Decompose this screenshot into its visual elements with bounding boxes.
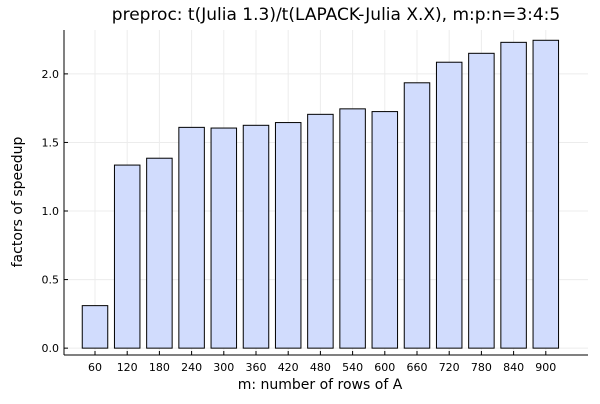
y-tick-label: 0.5 — [42, 274, 60, 287]
bar-120 — [113, 164, 141, 349]
x-tick-label: 660 — [407, 361, 428, 374]
x-tick-label: 780 — [471, 361, 492, 374]
y-tick-label: 1.5 — [42, 136, 60, 149]
bar-300 — [210, 127, 238, 349]
x-tick-label: 180 — [149, 361, 170, 374]
bar-540 — [339, 108, 366, 349]
bar-480 — [307, 113, 334, 349]
bar-660 — [403, 82, 431, 349]
x-tick-label: 300 — [213, 361, 234, 374]
x-tick-label: 120 — [117, 361, 138, 374]
x-tick-label: 420 — [278, 361, 299, 374]
x-axis-label: m: number of rows of A — [238, 377, 403, 393]
chart-title: preproc: t(Julia 1.3)/t(LAPACK-Julia X.X… — [112, 5, 560, 25]
ticks-layer: 0.0 0.5 1.0 1.5 2.0 60 120 180 240 300 360 420 480 54… — [42, 68, 557, 374]
bar-240 — [178, 126, 205, 349]
y-tick-label: 1.0 — [42, 205, 60, 218]
x-tick-label: 840 — [503, 361, 524, 374]
x-tick-label: 240 — [181, 361, 202, 374]
x-tick-label: 900 — [535, 361, 556, 374]
bar-840 — [500, 41, 527, 349]
bars-layer — [81, 39, 560, 349]
bar-360 — [242, 124, 270, 349]
axes-layer — [63, 30, 588, 356]
x-tick-label: 600 — [374, 361, 395, 374]
bar-180 — [146, 157, 173, 349]
bar-600 — [371, 111, 399, 349]
bar-900 — [532, 39, 560, 349]
y-tick-label: 0.0 — [42, 342, 60, 355]
x-tick-label: 720 — [439, 361, 460, 374]
x-tick-label: 540 — [342, 361, 363, 374]
x-tick-label: 60 — [88, 361, 102, 374]
bar-720 — [435, 61, 463, 349]
bar-420 — [274, 122, 302, 349]
x-tick-label: 480 — [310, 361, 331, 374]
bar-60 — [81, 305, 109, 349]
bar-780 — [468, 52, 495, 349]
y-tick-label: 2.0 — [42, 68, 60, 81]
x-tick-label: 360 — [246, 361, 267, 374]
y-axis-label: factors of speedup — [10, 137, 26, 268]
